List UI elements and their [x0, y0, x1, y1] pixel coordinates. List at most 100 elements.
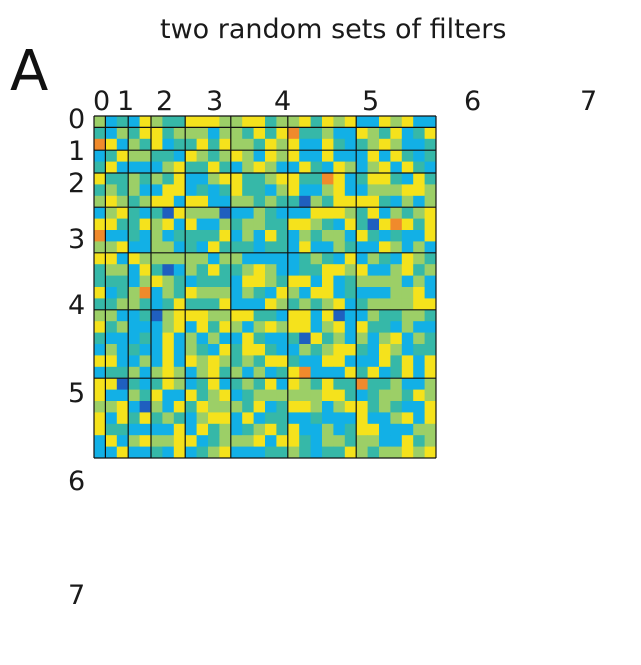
matrix-cell: [424, 127, 437, 140]
matrix-cell: [139, 389, 152, 402]
matrix-cell: [265, 173, 277, 185]
matrix-cell: [287, 173, 300, 185]
matrix-cell: [253, 161, 266, 174]
matrix-cell: [356, 355, 368, 368]
matrix-cell: [128, 195, 140, 208]
matrix-cell: [333, 298, 346, 311]
matrix-cell: [253, 344, 266, 356]
matrix-cell: [333, 366, 346, 379]
matrix-cell: [208, 184, 220, 197]
matrix-cell: [185, 378, 197, 390]
matrix-cell: [253, 138, 266, 151]
matrix-cell: [276, 252, 289, 265]
matrix-cell: [128, 389, 140, 402]
matrix-cell: [333, 173, 346, 185]
left-tick-7: 7: [68, 580, 86, 611]
matrix-cell: [265, 355, 277, 368]
matrix-cell: [219, 378, 232, 390]
matrix-cell: [139, 230, 152, 242]
matrix-cell: [390, 435, 403, 447]
matrix-cell: [413, 218, 425, 231]
matrix-cell: [196, 230, 209, 242]
matrix-cell: [242, 252, 254, 265]
top-tick-6: 6: [464, 86, 482, 117]
matrix-cell: [185, 264, 197, 276]
matrix-cell: [116, 195, 129, 208]
matrix-cell: [242, 195, 254, 208]
matrix-cell: [379, 446, 391, 459]
matrix-cell: [219, 138, 232, 151]
matrix-cell: [253, 275, 266, 288]
matrix-cell: [219, 195, 232, 208]
matrix-cell: [185, 287, 197, 299]
matrix-cell: [276, 195, 289, 208]
matrix-cell: [128, 401, 140, 413]
matrix-cell: [173, 435, 186, 447]
matrix-cell: [333, 412, 346, 425]
matrix-cell: [253, 218, 266, 231]
matrix-cell: [276, 423, 289, 436]
left-tick-5: 5: [68, 378, 86, 409]
matrix-cells: [94, 116, 437, 459]
matrix-cell: [287, 116, 300, 128]
matrix-cell: [242, 275, 254, 288]
matrix-cell: [310, 344, 323, 356]
matrix-cell: [162, 309, 175, 322]
matrix-cell: [310, 321, 323, 333]
matrix-cell: [139, 309, 152, 322]
matrix-cell: [356, 184, 368, 197]
matrix-cell: [105, 412, 118, 425]
matrix-cell: [265, 423, 277, 436]
matrix-cell: [356, 241, 368, 254]
matrix-cell: [173, 344, 186, 356]
matrix-cell: [94, 264, 106, 276]
matrix-cell: [128, 287, 140, 299]
matrix-cell: [276, 446, 289, 459]
matrix-cell: [253, 366, 266, 379]
matrix-cell: [333, 264, 346, 276]
matrix-cell: [253, 332, 266, 345]
matrix-cell: [151, 127, 163, 140]
matrix-cell: [128, 275, 140, 288]
matrix-cell: [208, 401, 220, 413]
matrix-cell: [310, 218, 323, 231]
matrix-cell: [208, 138, 220, 151]
matrix-cell: [344, 412, 357, 425]
matrix-cell: [265, 264, 277, 276]
matrix-cell: [105, 184, 118, 197]
matrix-cell: [413, 161, 425, 174]
matrix-cell: [162, 366, 175, 379]
matrix-cell: [162, 401, 175, 413]
matrix-cell: [390, 446, 403, 459]
matrix-cell: [424, 309, 437, 322]
matrix-cell: [94, 309, 106, 322]
matrix-cell: [173, 401, 186, 413]
matrix-cell: [276, 298, 289, 311]
left-tick-0: 0: [68, 104, 86, 135]
matrix-cell: [151, 173, 163, 185]
matrix-cell: [424, 161, 437, 174]
matrix-cell: [287, 344, 300, 356]
matrix-cell: [390, 355, 403, 368]
matrix-cell: [287, 207, 300, 219]
matrix-cell: [333, 344, 346, 356]
matrix-cell: [230, 332, 243, 345]
matrix-cell: [185, 116, 197, 128]
matrix-cell: [401, 332, 414, 345]
matrix-cell: [139, 241, 152, 254]
matrix-cell: [230, 207, 243, 219]
matrix-cell: [367, 161, 380, 174]
matrix-cell: [253, 264, 266, 276]
matrix-cell: [390, 366, 403, 379]
matrix-cell: [162, 355, 175, 368]
matrix-cell: [105, 264, 118, 276]
matrix-cell: [196, 161, 209, 174]
matrix-cell: [379, 241, 391, 254]
matrix-cell: [344, 264, 357, 276]
matrix-cell: [105, 116, 118, 128]
matrix-cell: [94, 252, 106, 265]
matrix-cell: [424, 366, 437, 379]
matrix-cell: [116, 150, 129, 162]
matrix-cell: [356, 116, 368, 128]
